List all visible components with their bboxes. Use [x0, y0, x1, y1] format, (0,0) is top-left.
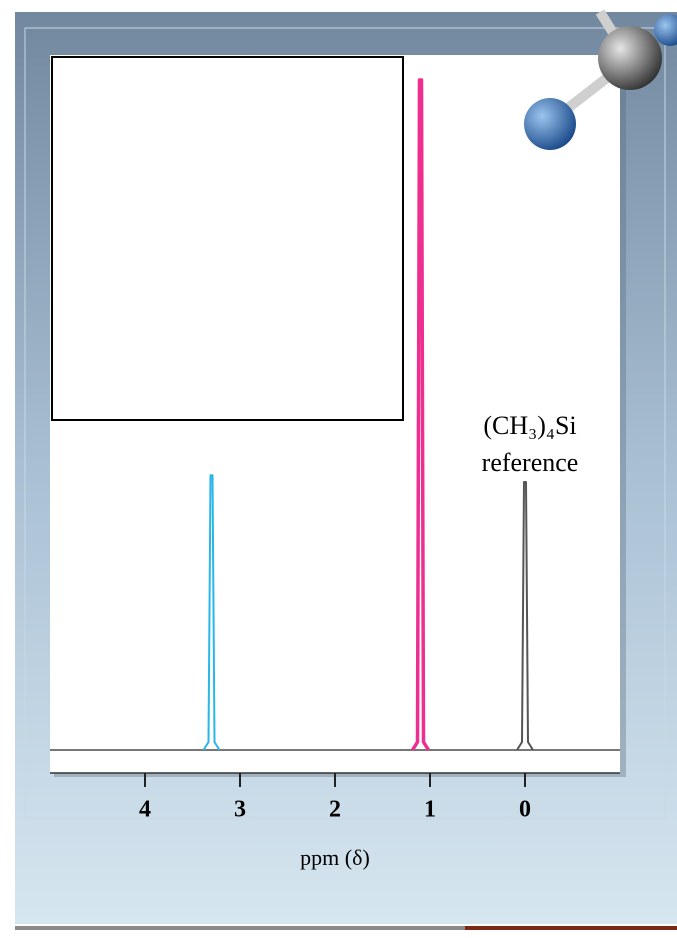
x-tick-label: 1: [424, 797, 436, 823]
page: {"chart_data": {"type": "spectrum", "x":…: [0, 0, 677, 933]
overlay-box: [52, 57, 403, 420]
x-tick-label: 4: [139, 797, 151, 823]
x-axis-label: ppm (δ): [300, 845, 370, 870]
chart: 4 3 2 1 0 (CH₃)₄Si reference ppm (δ): [0, 0, 677, 933]
x-tick-label: 0: [519, 797, 531, 823]
x-tick-label: 2: [329, 797, 341, 823]
annotation: (CH₃)₄Si: [483, 411, 576, 440]
annotation: reference: [482, 448, 579, 477]
x-tick-label: 3: [234, 797, 246, 823]
